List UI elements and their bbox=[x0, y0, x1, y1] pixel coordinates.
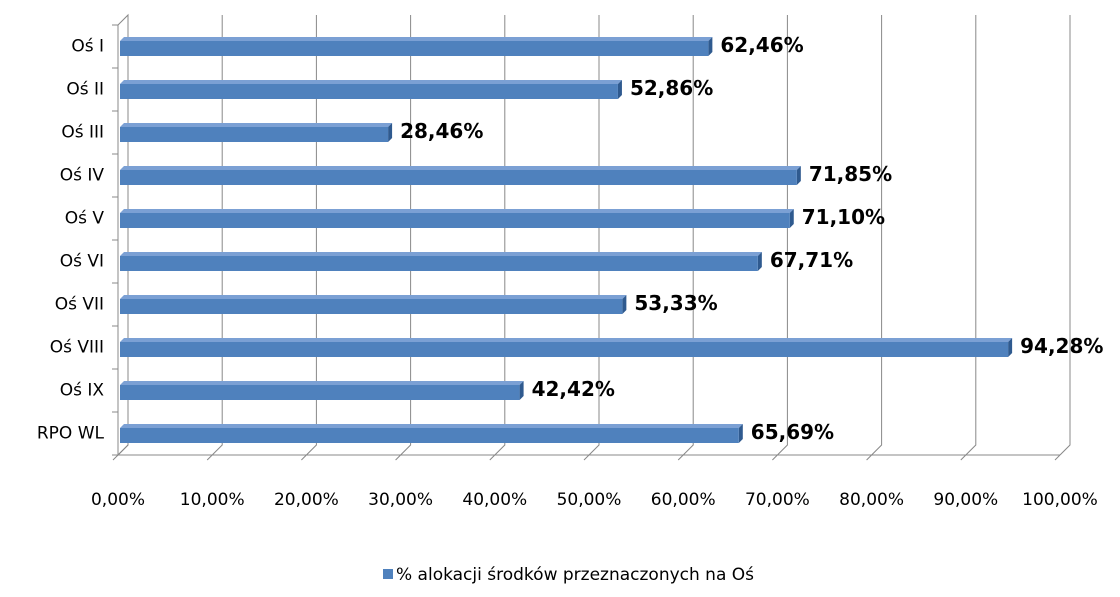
bar-end bbox=[738, 424, 743, 443]
tick-mark bbox=[772, 454, 778, 461]
x-tick-label: 30,00% bbox=[368, 490, 433, 510]
bar-top bbox=[120, 80, 622, 84]
bar bbox=[120, 213, 790, 228]
grid-line bbox=[682, 15, 694, 456]
legend-label: % alokacji środków przeznaczonych na Oś bbox=[396, 565, 754, 585]
grid-line bbox=[306, 15, 317, 456]
bar-top bbox=[120, 252, 762, 256]
bar-end bbox=[708, 37, 713, 56]
y-tick-label: Oś II bbox=[66, 80, 104, 100]
tick-mark bbox=[677, 454, 684, 461]
y-tick-label: Oś III bbox=[61, 123, 104, 143]
tick-mark bbox=[583, 454, 590, 461]
tick-mark bbox=[112, 454, 119, 461]
grid-line bbox=[965, 15, 977, 456]
y-tick-label: Oś I bbox=[71, 37, 104, 57]
tick-mark bbox=[206, 454, 213, 461]
bar bbox=[120, 41, 709, 56]
bar-end bbox=[622, 295, 627, 314]
bar bbox=[120, 127, 389, 142]
x-tick-label: 90,00% bbox=[933, 490, 998, 510]
x-tick-label: 0,00% bbox=[91, 490, 145, 510]
tick-mark bbox=[866, 454, 872, 461]
tick-mark bbox=[960, 454, 967, 461]
grid-line bbox=[494, 15, 506, 456]
legend-swatch bbox=[383, 569, 393, 579]
grid-line bbox=[400, 15, 412, 456]
bar-top bbox=[120, 166, 801, 170]
value-label: 71,10% bbox=[802, 205, 885, 229]
y-tick-label: RPO WL bbox=[37, 424, 105, 444]
y-tick-label: Oś VI bbox=[60, 252, 104, 272]
value-label: 71,85% bbox=[809, 162, 892, 186]
value-label: 28,46% bbox=[400, 119, 483, 143]
bar-end bbox=[789, 209, 794, 228]
y-tick-label: Oś V bbox=[65, 209, 105, 229]
x-tick-label: 70,00% bbox=[745, 490, 810, 510]
x-tick-label: 40,00% bbox=[462, 490, 527, 510]
x-tick-label: 10,00% bbox=[180, 490, 245, 510]
value-label: 67,71% bbox=[770, 248, 853, 272]
bar-top bbox=[120, 338, 1013, 342]
bar-top bbox=[120, 209, 794, 213]
bar-top bbox=[120, 37, 713, 41]
x-tick-label: 100,00% bbox=[1022, 490, 1098, 510]
tick-mark bbox=[395, 454, 401, 461]
y-tick-label: Oś IV bbox=[60, 166, 105, 186]
x-tick-label: 50,00% bbox=[557, 490, 622, 510]
tick-mark bbox=[489, 454, 496, 461]
bar bbox=[120, 170, 797, 185]
grid-line bbox=[777, 15, 788, 456]
bar-end bbox=[796, 166, 801, 185]
bar bbox=[120, 299, 623, 314]
bar-top bbox=[120, 123, 393, 127]
bar bbox=[120, 428, 739, 443]
y-tick-label: Oś IX bbox=[60, 381, 105, 401]
value-label: 42,42% bbox=[532, 377, 615, 401]
bar bbox=[120, 385, 520, 400]
tick-mark bbox=[301, 454, 307, 461]
grid-line bbox=[117, 15, 129, 456]
bar bbox=[120, 342, 1009, 357]
y-tick-label: Oś VII bbox=[55, 295, 104, 315]
grid-line bbox=[588, 15, 600, 456]
value-label: 65,69% bbox=[751, 420, 834, 444]
value-label: 62,46% bbox=[720, 33, 803, 57]
bar bbox=[120, 84, 618, 99]
bar-end bbox=[388, 123, 393, 142]
value-label: 53,33% bbox=[634, 291, 717, 315]
bar-end bbox=[617, 80, 622, 99]
bar-end bbox=[1008, 338, 1013, 357]
bar-top bbox=[120, 424, 743, 428]
y-tick-label: Oś VIII bbox=[50, 338, 104, 358]
bar-end bbox=[519, 381, 524, 400]
value-label: 94,28% bbox=[1020, 334, 1103, 358]
bar-top bbox=[120, 295, 627, 299]
x-tick-label: 80,00% bbox=[839, 490, 904, 510]
x-tick-label: 60,00% bbox=[651, 490, 716, 510]
tick-mark bbox=[1054, 454, 1061, 461]
bar bbox=[120, 256, 758, 271]
grid-line bbox=[1059, 15, 1071, 456]
x-tick-label: 20,00% bbox=[274, 490, 339, 510]
grid-line bbox=[211, 15, 223, 456]
bar-end bbox=[757, 252, 762, 271]
bar-top bbox=[120, 381, 524, 385]
value-label: 52,86% bbox=[630, 76, 713, 100]
grid-line bbox=[871, 15, 883, 456]
